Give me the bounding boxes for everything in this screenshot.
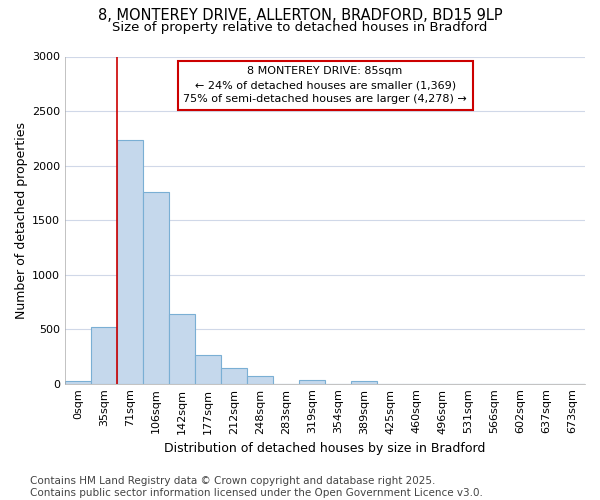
Bar: [221, 368, 247, 384]
Bar: [299, 380, 325, 384]
Bar: [91, 327, 117, 384]
Bar: [195, 356, 221, 384]
Bar: [351, 381, 377, 384]
Bar: [169, 314, 195, 384]
X-axis label: Distribution of detached houses by size in Bradford: Distribution of detached houses by size …: [164, 442, 486, 455]
Bar: [247, 376, 273, 384]
Text: 8 MONTEREY DRIVE: 85sqm
← 24% of detached houses are smaller (1,369)
75% of semi: 8 MONTEREY DRIVE: 85sqm ← 24% of detache…: [183, 66, 467, 104]
Bar: [143, 192, 169, 384]
Text: 8, MONTEREY DRIVE, ALLERTON, BRADFORD, BD15 9LP: 8, MONTEREY DRIVE, ALLERTON, BRADFORD, B…: [98, 8, 502, 22]
Text: Size of property relative to detached houses in Bradford: Size of property relative to detached ho…: [112, 21, 488, 34]
Y-axis label: Number of detached properties: Number of detached properties: [15, 122, 28, 318]
Bar: [65, 382, 91, 384]
Text: Contains HM Land Registry data © Crown copyright and database right 2025.
Contai: Contains HM Land Registry data © Crown c…: [30, 476, 483, 498]
Bar: [117, 140, 143, 384]
